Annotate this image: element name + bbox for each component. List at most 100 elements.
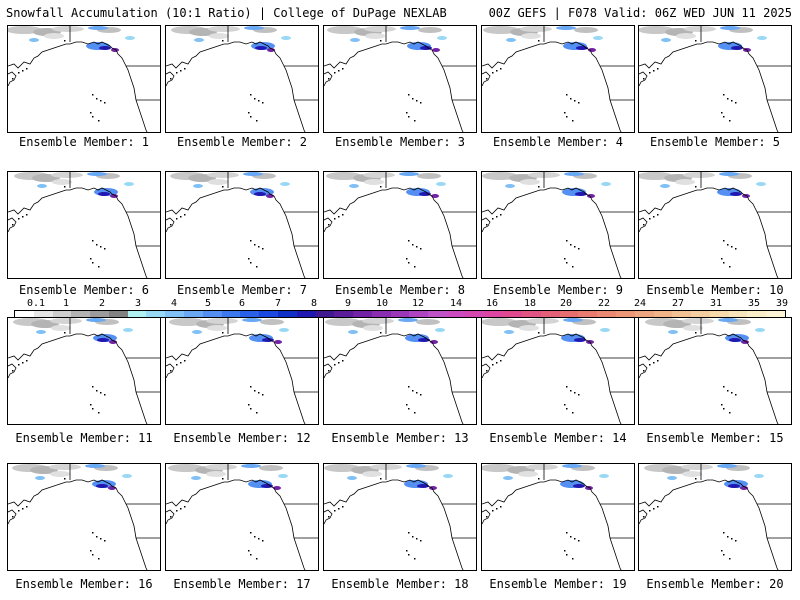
- snowfall-shading: [420, 46, 432, 50]
- island: [18, 364, 20, 366]
- island: [500, 68, 502, 70]
- island: [22, 362, 24, 364]
- snowfall-shading: [520, 26, 552, 32]
- island: [254, 98, 256, 100]
- basemap: [324, 318, 476, 424]
- island: [727, 98, 729, 100]
- island: [250, 554, 252, 556]
- snowfall-shading: [430, 340, 438, 344]
- island: [92, 408, 94, 410]
- island: [26, 506, 28, 508]
- island: [64, 186, 66, 188]
- snowfall-shading: [564, 172, 584, 176]
- island: [254, 536, 256, 538]
- island: [721, 112, 723, 114]
- colorbar-swatch: [146, 311, 166, 317]
- island: [176, 218, 178, 220]
- colorbar-tick-label: 14: [449, 298, 463, 309]
- island: [649, 364, 651, 366]
- island: [342, 506, 344, 508]
- snowfall-shading: [206, 318, 238, 324]
- island: [500, 506, 502, 508]
- island: [420, 102, 422, 104]
- island: [566, 240, 568, 242]
- coastline: [482, 217, 491, 233]
- island: [408, 532, 410, 534]
- ensemble-member-label: Ensemble Member: 9: [492, 283, 624, 297]
- island: [408, 408, 410, 410]
- island: [92, 386, 94, 388]
- island: [564, 550, 566, 552]
- island: [170, 224, 172, 226]
- snowfall-shading: [417, 484, 429, 488]
- ensemble-member-label: Ensemble Member: 14: [489, 431, 627, 445]
- island: [538, 478, 540, 480]
- coastline: [166, 187, 306, 278]
- snowfall-shading: [124, 182, 134, 186]
- island: [342, 360, 344, 362]
- colorbar-swatch: [33, 311, 53, 317]
- coastline: [324, 363, 333, 379]
- coastline: [166, 41, 306, 132]
- snowfall-shading: [757, 36, 767, 40]
- snowfall-shading: [192, 330, 202, 334]
- snowfall-shading: [122, 474, 132, 478]
- colorbar-swatch: [465, 311, 485, 317]
- colorbar-swatch: [315, 311, 335, 317]
- snowfall-shading: [527, 318, 559, 324]
- snowfall-shading: [754, 474, 764, 478]
- island: [92, 532, 94, 534]
- ensemble-member-label: Ensemble Member: 1: [18, 135, 150, 149]
- snowfall-shading: [36, 330, 46, 334]
- snowfall-shading: [191, 476, 201, 480]
- snowfall-shading: [503, 476, 513, 480]
- basemap: [324, 464, 476, 570]
- ensemble-member-label: Ensemble Member: 18: [331, 577, 469, 591]
- island: [90, 404, 92, 406]
- coastline: [639, 509, 648, 525]
- colorbar-swatch: [446, 311, 466, 317]
- snowfall-shading: [683, 172, 715, 178]
- island: [406, 550, 408, 552]
- island: [380, 332, 382, 334]
- island: [414, 558, 416, 560]
- coastline: [324, 187, 464, 278]
- island: [723, 262, 725, 264]
- island: [486, 516, 488, 518]
- snowfall-shading: [718, 318, 738, 322]
- ensemble-member-label: Ensemble Member: 20: [646, 577, 784, 591]
- colorbar-swatch: [90, 311, 109, 317]
- colorbar-swatch: [202, 311, 222, 317]
- island: [574, 246, 576, 248]
- island: [176, 364, 178, 366]
- colorbar: [14, 310, 786, 318]
- snowfall-shading: [50, 318, 82, 324]
- island: [256, 120, 258, 122]
- island: [334, 510, 336, 512]
- coastline: [8, 41, 148, 132]
- island: [248, 404, 250, 406]
- snowfall-shading: [87, 172, 107, 176]
- snowfall-shading: [255, 46, 267, 50]
- colorbar-tick-label: 0.1: [26, 298, 46, 309]
- basemap: [166, 464, 318, 570]
- colorbar-tick-label: 8: [310, 298, 318, 309]
- island: [643, 370, 645, 372]
- island: [12, 78, 14, 80]
- island: [248, 258, 250, 260]
- island: [18, 218, 20, 220]
- island: [657, 506, 659, 508]
- island: [170, 370, 172, 372]
- coastline: [639, 333, 779, 424]
- island: [256, 558, 258, 560]
- snowfall-shading: [400, 26, 420, 30]
- ensemble-member-label: Ensemble Member: 7: [176, 283, 308, 297]
- island: [649, 510, 651, 512]
- island: [184, 214, 186, 216]
- island: [328, 370, 330, 372]
- snowfall-shading: [96, 484, 108, 488]
- coastline: [166, 479, 306, 570]
- island: [566, 532, 568, 534]
- snowfall-shading: [51, 172, 83, 178]
- coastline: [166, 509, 175, 525]
